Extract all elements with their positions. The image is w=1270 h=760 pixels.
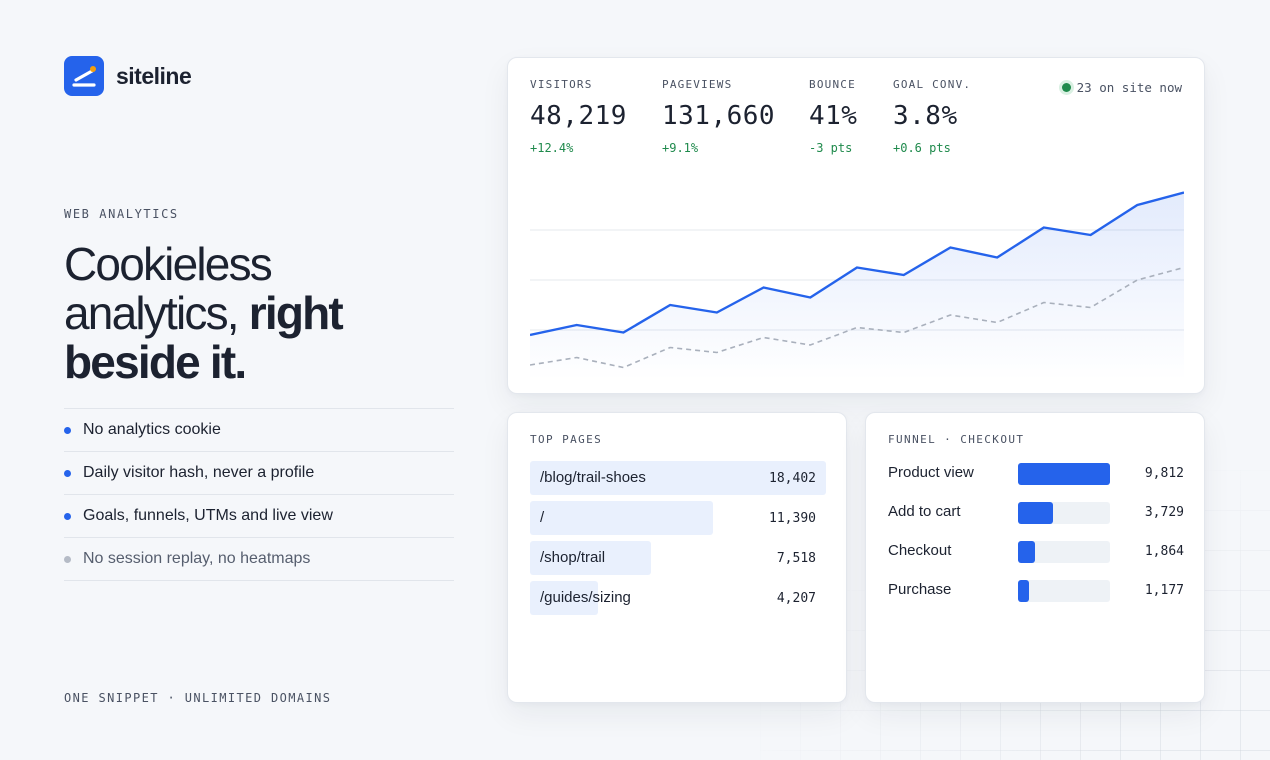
kpi-visitors: VISITORS 48,219 +12.4% [530, 78, 627, 155]
kpi-bounce: BOUNCE 41% -3 pts [809, 78, 857, 155]
overview-card: VISITORS 48,219 +12.4% PAGEVIEWS 131,660… [507, 57, 1205, 394]
feature-text: Daily visitor hash, never a profile [83, 464, 315, 481]
kpi-label: BOUNCE [809, 78, 856, 91]
kpi-label: VISITORS [530, 78, 593, 91]
kpi-value: 3.8% [893, 101, 958, 131]
kpi-goal-conversion: GOAL CONV. 3.8% +0.6 pts [893, 78, 971, 155]
bullet-dot-icon [64, 469, 71, 477]
funnel-step[interactable]: Purchase 1,177 [888, 580, 1184, 602]
page-count: 11,390 [769, 511, 816, 526]
page-bar [530, 541, 651, 575]
feature-text: Goals, funnels, UTMs and live view [83, 507, 333, 524]
funnel-track [1018, 463, 1110, 485]
brand-name: siteline [116, 62, 192, 89]
series-line-current [530, 191, 1184, 337]
funnel-step-label: Checkout [888, 542, 952, 559]
funnel-track [1018, 580, 1110, 602]
page-bar [530, 581, 598, 615]
kpi-delta: +0.6 pts [893, 141, 951, 155]
kpi-delta: +9.1% [662, 141, 699, 155]
series-line-comparison [530, 266, 1184, 369]
funnel-step-label: Purchase [888, 581, 952, 598]
top-page-row[interactable]: / 11,390 [530, 501, 826, 535]
bullet-dot-icon [64, 426, 71, 434]
headline-line1: Cookieless [64, 238, 273, 290]
kpi-label: PAGEVIEWS [662, 78, 733, 91]
funnel-bar [1018, 502, 1053, 524]
kpi-delta: +12.4% [530, 141, 574, 155]
bullet-dot-icon [64, 512, 71, 520]
page-path: / [540, 509, 545, 526]
headline: Cookieless analytics, right beside it. [64, 240, 484, 387]
funnel-step[interactable]: Product view 9,812 [888, 463, 1184, 485]
footnote: ONE SNIPPET · UNLIMITED DOMAINS [64, 691, 332, 705]
kpi-value: 131,660 [662, 101, 776, 131]
top-pages-card: TOP PAGES /blog/trail-shoes 18,402 / 11,… [507, 412, 847, 703]
eyebrow: WEB ANALYTICS [64, 207, 179, 221]
page-path: /guides/sizing [540, 589, 631, 606]
headline-line2-bold: right [248, 287, 344, 339]
top-page-row[interactable]: /guides/sizing 4,207 [530, 581, 826, 615]
kpi-delta: -3 pts [809, 141, 853, 155]
funnel-bar [1018, 580, 1030, 602]
page-path: /shop/trail [540, 549, 606, 566]
page-bar [530, 461, 826, 495]
headline-line2: analytics, [64, 287, 249, 339]
funnel-step[interactable]: Add to cart 3,729 [888, 502, 1184, 524]
traffic-trend-chart [530, 191, 1184, 380]
feature-item: Goals, funnels, UTMs and live view [64, 495, 454, 538]
card-title: FUNNEL · CHECKOUT [888, 433, 1025, 446]
funnel-step-count: 9,812 [1144, 466, 1184, 481]
bullet-dot-icon [64, 555, 71, 563]
funnel-track [1018, 502, 1110, 524]
kpi-value: 41% [809, 101, 858, 131]
feature-text: No analytics cookie [83, 421, 221, 438]
headline-line3-bold: beside it. [64, 336, 247, 388]
chart-area-fill [530, 192, 1184, 380]
page-count: 18,402 [769, 471, 816, 486]
funnel-card: FUNNEL · CHECKOUT Product view 9,812 Add… [865, 412, 1205, 703]
page-count: 4,207 [776, 591, 816, 606]
funnel-step[interactable]: Checkout 1,864 [888, 541, 1184, 563]
feature-item-excluded: No session replay, no heatmaps [64, 538, 454, 581]
siteline-logo-icon [64, 56, 104, 96]
funnel-track [1018, 541, 1110, 563]
feature-text: No session replay, no heatmaps [83, 550, 311, 567]
top-page-row[interactable]: /shop/trail 7,518 [530, 541, 826, 575]
feature-item: Daily visitor hash, never a profile [64, 452, 454, 495]
card-title: TOP PAGES [530, 433, 603, 446]
feature-item: No analytics cookie [64, 409, 454, 452]
kpi-pageviews: PAGEVIEWS 131,660 +9.1% [662, 78, 775, 155]
funnel-step-count: 1,864 [1144, 544, 1184, 559]
funnel-step-count: 3,729 [1144, 505, 1184, 520]
funnel-step-label: Product view [888, 464, 974, 481]
live-text: 23 on site now [1076, 80, 1182, 95]
funnel-bar [1018, 541, 1036, 563]
feature-list: No analytics cookie Daily visitor hash, … [64, 408, 454, 581]
kpi-value: 48,219 [530, 101, 627, 131]
page-bar [530, 501, 714, 535]
funnel-step-label: Add to cart [888, 503, 961, 520]
page-count: 7,518 [776, 551, 816, 566]
live-visitors[interactable]: 23 on site now [1061, 80, 1182, 95]
top-page-row[interactable]: /blog/trail-shoes 18,402 [530, 461, 826, 495]
brand-logo[interactable]: siteline [64, 56, 192, 96]
live-dot-icon [1061, 83, 1071, 92]
funnel-bar [1018, 463, 1110, 485]
kpi-label: GOAL CONV. [893, 78, 972, 91]
funnel-step-count: 1,177 [1144, 583, 1184, 598]
page-path: /blog/trail-shoes [540, 469, 646, 486]
